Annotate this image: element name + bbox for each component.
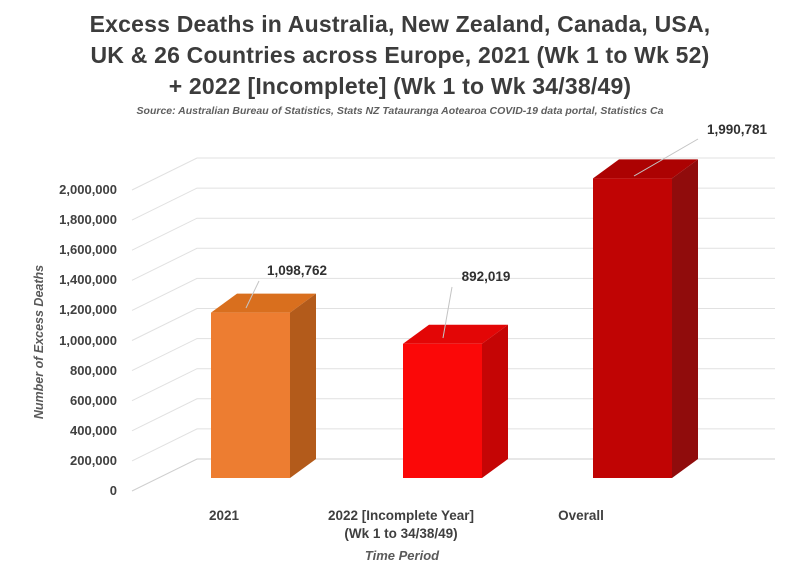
bar-3-Overall (593, 159, 698, 479)
bar-value-label: 892,019 (461, 269, 511, 284)
bar-front-face (593, 178, 672, 479)
y-tick-label: 1,600,000 (59, 242, 117, 258)
gridline (131, 247, 775, 281)
x-category-label-line: Overall (558, 508, 604, 523)
gridline (131, 277, 775, 311)
y-tick-label: 1,200,000 (59, 302, 117, 318)
bar-side-face (290, 293, 316, 478)
bar-side-face (482, 324, 508, 478)
y-tick-label: 200,000 (70, 452, 117, 468)
x-category-label: 2021 (114, 507, 334, 525)
y-tick-label: 1,000,000 (59, 332, 117, 348)
y-tick-label: 1,400,000 (59, 272, 117, 288)
x-category-label-line: (Wk 1 to 34/38/49) (344, 526, 458, 541)
x-category-label-line: 2022 [Incomplete Year] (327, 508, 475, 523)
leader-line (442, 286, 453, 339)
bar-front-face (403, 343, 482, 478)
chart-title: Excess Deaths in Australia, New Zealand,… (0, 9, 800, 102)
gridline (131, 217, 775, 251)
gridline (131, 338, 775, 372)
gridline (131, 428, 775, 462)
y-tick-label: 600,000 (70, 392, 117, 408)
bar-front-face (211, 312, 290, 478)
x-category-label: 2022 [Incomplete Year] (Wk 1 to 34/38/49) (291, 507, 511, 543)
leader-line (633, 138, 699, 177)
bar-side-face (672, 159, 698, 479)
bar-top-face (403, 324, 508, 344)
x-category-label-line: 2021 (208, 508, 240, 523)
y-tick-label: 2,000,000 (59, 182, 117, 197)
chart-title-line-2: UK & 26 Countries across Europe, 2021 (W… (90, 42, 710, 68)
y-tick-label: 1,800,000 (59, 212, 117, 228)
bar-value-label: 1,098,762 (266, 263, 328, 278)
x-category-label: Overall (471, 507, 691, 525)
y-tick-label: 800,000 (70, 362, 117, 378)
bar-1-2021 (211, 293, 316, 478)
bar-2-2022 (403, 324, 508, 478)
source-note: Source: Australian Bureau of Statistics,… (136, 105, 664, 117)
gridline (131, 187, 775, 221)
leader-line (245, 280, 260, 309)
chart-title-line-3: + 2022 [Incomplete] (Wk 1 to Wk 34/38/49… (168, 73, 632, 99)
bar-top-face (211, 293, 316, 313)
gridline (131, 308, 775, 341)
gridline (131, 368, 775, 402)
floor-line (131, 458, 775, 492)
gridline (131, 398, 775, 432)
x-axis-title: Time Period (364, 548, 440, 563)
y-tick-label: 400,000 (70, 422, 117, 438)
y-tick-label: 0 (109, 483, 117, 498)
bar-value-label: 1,990,781 (706, 122, 768, 137)
gridline (131, 157, 775, 191)
chart-title-line-1: Excess Deaths in Australia, New Zealand,… (89, 11, 711, 37)
